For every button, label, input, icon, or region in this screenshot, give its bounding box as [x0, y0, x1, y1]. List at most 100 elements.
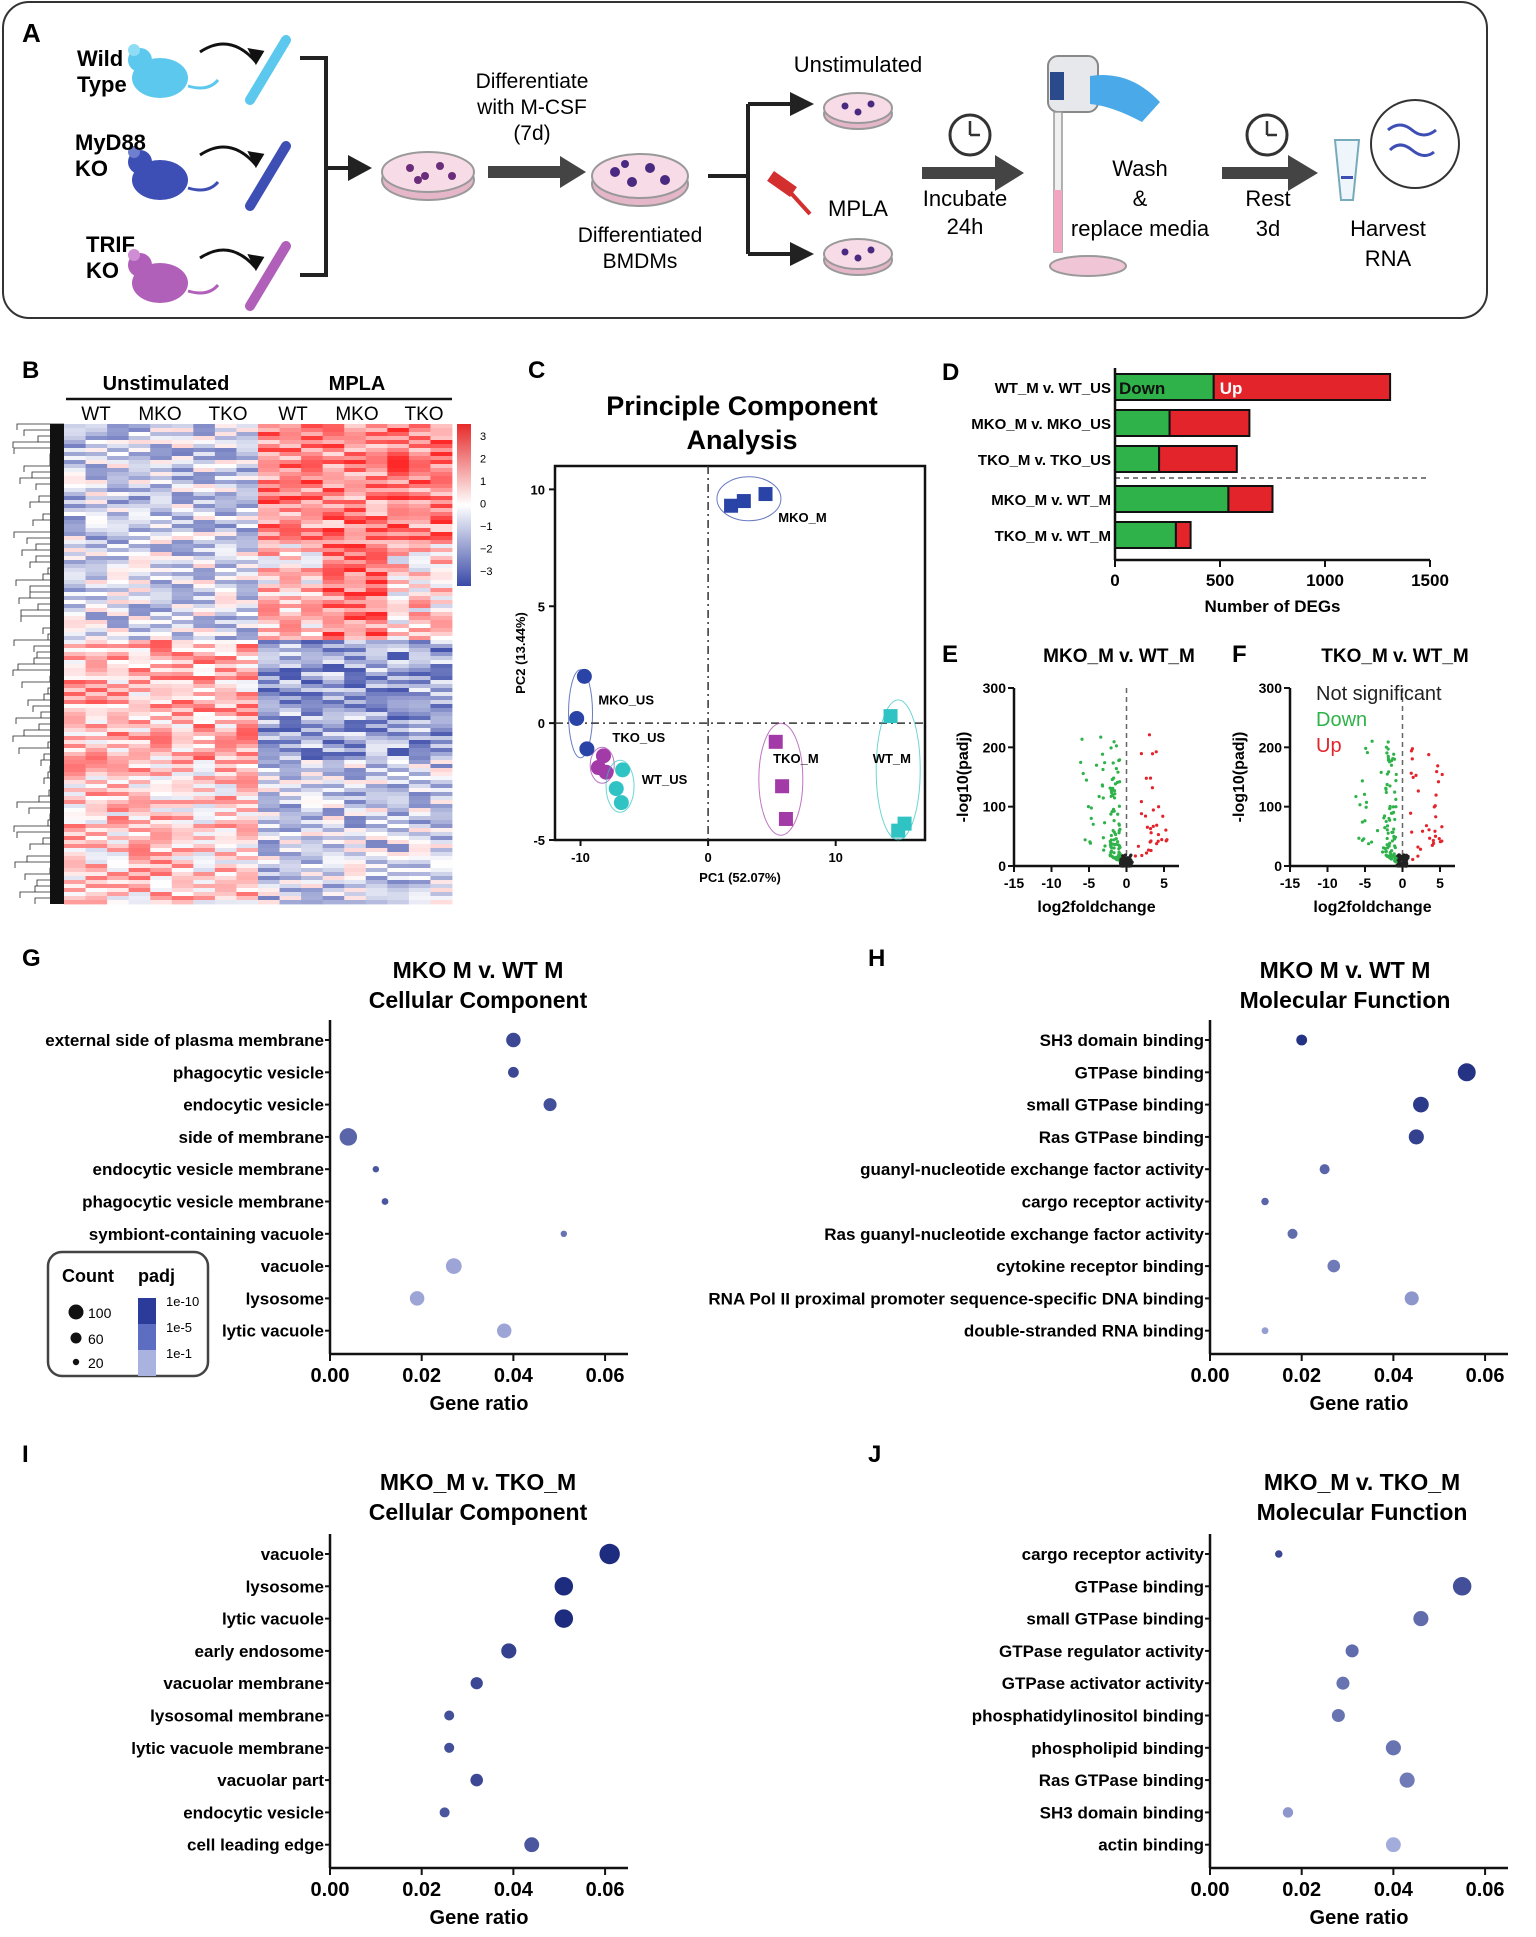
heatmap-cell — [258, 564, 280, 569]
heatmap-cell — [85, 464, 108, 469]
heatmap-cell — [214, 660, 237, 665]
heatmap-cell — [171, 864, 194, 869]
heatmap-cell — [128, 512, 151, 517]
heatmap-cell — [64, 844, 86, 849]
heatmap-cell — [236, 676, 259, 681]
heatmap-cell — [408, 752, 431, 757]
heatmap-cell — [128, 560, 151, 565]
volcano-point — [1136, 844, 1141, 848]
heatmap-cell — [322, 776, 345, 781]
heatmap-cell — [408, 576, 431, 581]
heatmap-cell — [85, 864, 108, 869]
heatmap-cell — [387, 748, 410, 753]
heatmap-cell — [150, 672, 173, 677]
heatmap-cell — [107, 664, 130, 669]
heatmap-cell — [236, 720, 259, 725]
heatmap-cell — [430, 608, 453, 613]
pca-point — [778, 811, 793, 826]
heatmap-cell — [279, 444, 302, 449]
heatmap-cell — [236, 760, 259, 765]
heatmap-cell — [236, 580, 259, 585]
panel-c: C Principle Component Analysis -10 0 10-505… — [513, 357, 927, 885]
dot-plot-point — [506, 1032, 521, 1048]
heatmap-cell — [408, 720, 431, 725]
heatmap-cell — [107, 644, 130, 649]
volcano-point — [1112, 819, 1116, 823]
dot-plot-xtick-label: 0.04 — [1374, 1879, 1414, 1901]
heatmap-cell — [365, 532, 388, 537]
volcano-point — [1079, 760, 1083, 764]
heatmap-cell — [301, 764, 324, 769]
volcano-point — [1146, 848, 1151, 852]
heatmap-cell — [214, 504, 237, 509]
heatmap-cell — [214, 572, 237, 577]
heatmap-cell — [128, 536, 151, 541]
heatmap-cell — [279, 588, 302, 593]
heatmap-cell — [85, 432, 108, 437]
heatmap-cell — [214, 728, 237, 733]
heatmap-cell — [344, 568, 367, 573]
heatmap-cell — [214, 736, 237, 741]
heatmap-cell — [301, 640, 324, 645]
heatmap-cell — [107, 816, 130, 821]
heatmap-cell — [258, 640, 280, 645]
heatmap-cell — [150, 896, 173, 901]
deg-bar-down — [1114, 445, 1161, 473]
heatmap-cell — [258, 492, 280, 497]
volcano-point — [1362, 792, 1367, 796]
volcano-point — [1385, 828, 1389, 832]
heatmap-cell — [193, 460, 216, 465]
heatmap-cell — [236, 588, 259, 593]
heatmap-cell — [322, 556, 345, 561]
heatmap-cell — [107, 856, 130, 861]
heatmap-cell — [214, 884, 237, 889]
deg-category-label: WT_M v. WT_US — [995, 380, 1111, 397]
heatmap-cell — [236, 604, 259, 609]
volcano-point — [1385, 782, 1389, 787]
volcano-point — [1388, 804, 1392, 809]
heatmap-cell — [236, 700, 259, 705]
heatmap-cell — [64, 584, 86, 589]
heatmap-cell — [150, 456, 173, 461]
heatmap-cell — [365, 488, 388, 493]
heatmap-cell — [214, 720, 237, 725]
heatmap-cell — [236, 828, 259, 833]
heatmap-cell — [301, 576, 324, 581]
heatmap-cell — [214, 456, 237, 461]
heatmap-cell — [365, 872, 388, 877]
heatmap-cell — [236, 792, 259, 797]
heatmap-cell — [236, 536, 259, 541]
heatmap-cell — [236, 716, 259, 721]
volcano-point — [1151, 808, 1155, 812]
heatmap-cell — [258, 532, 280, 537]
heatmap-cell — [279, 688, 302, 693]
dot-plot-xtick-label: 0.02 — [1282, 1879, 1321, 1901]
heatmap-cell — [258, 696, 280, 701]
heatmap-cell — [236, 540, 259, 545]
pca-xlabel: PC1 (52.07%) — [699, 870, 781, 885]
heatmap-cell — [387, 656, 410, 661]
heatmap-cell — [85, 592, 108, 597]
heatmap-cell — [408, 708, 431, 713]
heatmap-cell — [107, 736, 130, 741]
heatmap-cell — [193, 768, 216, 773]
heatmap-cell — [85, 804, 108, 809]
heatmap-cell — [150, 884, 173, 889]
heatmap-cell — [214, 468, 237, 473]
pca-point — [576, 668, 592, 684]
heatmap-cell — [150, 812, 173, 817]
heatmap-cell — [430, 696, 453, 701]
heatmap-cell — [258, 760, 280, 765]
heatmap-cell — [365, 808, 388, 813]
heatmap-cell — [430, 864, 453, 869]
heatmap-cell — [193, 568, 216, 573]
dot-plot-point — [1413, 1096, 1429, 1113]
heatmap-cell — [301, 444, 324, 449]
heatmap-cell — [85, 728, 108, 733]
heatmap-cell — [430, 668, 453, 673]
volcano-point — [1109, 840, 1113, 844]
volcano-point — [1145, 825, 1150, 829]
heatmap-cell — [128, 516, 151, 521]
heatmap-cell — [387, 448, 410, 453]
heatmap-cell — [279, 540, 302, 545]
